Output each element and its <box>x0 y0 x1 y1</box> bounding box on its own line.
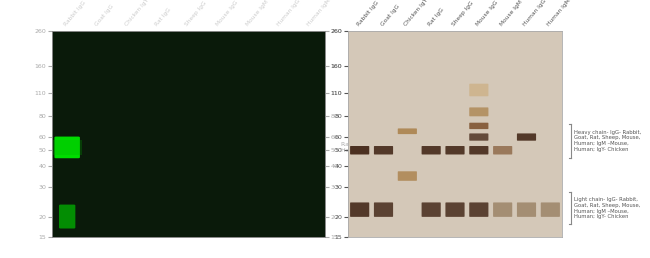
Text: Human IgG: Human IgG <box>523 0 548 27</box>
Text: Chicken IgY: Chicken IgY <box>404 0 429 27</box>
Text: Chicken IgY: Chicken IgY <box>124 0 150 27</box>
Text: Rabbit IgG
Heavy chain: Rabbit IgG Heavy chain <box>341 142 380 153</box>
FancyBboxPatch shape <box>469 107 488 116</box>
FancyBboxPatch shape <box>541 203 560 217</box>
Text: Sheep IgG: Sheep IgG <box>451 0 474 27</box>
FancyBboxPatch shape <box>374 146 393 155</box>
Bar <box>52 140 83 155</box>
FancyBboxPatch shape <box>469 123 488 129</box>
FancyBboxPatch shape <box>493 203 512 217</box>
FancyBboxPatch shape <box>469 84 488 96</box>
Text: Human IgM: Human IgM <box>547 0 572 27</box>
Text: Rabbit IgG: Rabbit IgG <box>63 0 87 27</box>
Text: Rat IgG: Rat IgG <box>154 7 172 27</box>
FancyBboxPatch shape <box>445 146 465 155</box>
Text: Human IgG: Human IgG <box>276 0 301 27</box>
Text: Sheep IgG: Sheep IgG <box>185 0 208 27</box>
FancyBboxPatch shape <box>398 171 417 181</box>
Text: Goat IgG: Goat IgG <box>380 4 400 27</box>
FancyBboxPatch shape <box>469 203 488 217</box>
Text: Light chain- IgG- Rabbit,
Goat, Rat, Sheep, Mouse,
Human; IgM –Mouse,
Human; IgY: Light chain- IgG- Rabbit, Goat, Rat, She… <box>574 197 640 219</box>
FancyBboxPatch shape <box>445 203 465 217</box>
Text: Mouse IgG: Mouse IgG <box>475 0 499 27</box>
FancyBboxPatch shape <box>422 146 441 155</box>
FancyBboxPatch shape <box>55 136 80 158</box>
FancyBboxPatch shape <box>374 203 393 217</box>
FancyBboxPatch shape <box>350 203 369 217</box>
Text: Goat IgG: Goat IgG <box>94 4 114 27</box>
FancyBboxPatch shape <box>422 203 441 217</box>
FancyBboxPatch shape <box>517 133 536 141</box>
Text: Mouse IgG: Mouse IgG <box>215 0 239 27</box>
Text: Rabbit IgG: Rabbit IgG <box>356 0 380 27</box>
FancyBboxPatch shape <box>493 146 512 155</box>
Text: Heavy chain- IgG- Rabbit,
Goat, Rat, Sheep, Mouse,
Human; IgM –Mouse,
Human; IgY: Heavy chain- IgG- Rabbit, Goat, Rat, She… <box>574 130 642 152</box>
Text: Mouse IgM: Mouse IgM <box>499 0 523 27</box>
Text: Human IgM: Human IgM <box>306 0 332 27</box>
FancyBboxPatch shape <box>469 133 488 141</box>
Text: Rat IgG: Rat IgG <box>427 7 445 27</box>
Text: Mouse IgM: Mouse IgM <box>245 0 270 27</box>
FancyBboxPatch shape <box>398 128 417 134</box>
FancyBboxPatch shape <box>469 146 488 155</box>
FancyBboxPatch shape <box>517 203 536 217</box>
FancyBboxPatch shape <box>59 205 75 229</box>
FancyBboxPatch shape <box>350 146 369 155</box>
